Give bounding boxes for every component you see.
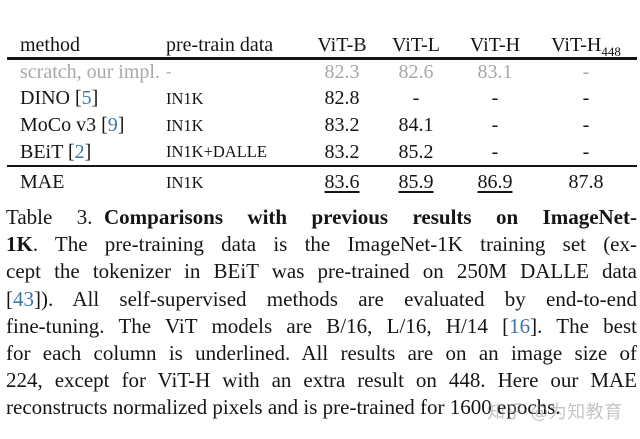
- method-label-suffix: ]: [91, 87, 99, 109]
- cell-vitl: 84.1: [398, 114, 434, 136]
- caption-title-bold: 1K: [6, 232, 33, 257]
- citation-link[interactable]: 9: [107, 114, 118, 136]
- table-row-moco: MoCo v3 [9] IN1K 83.2 84.1 - -: [7, 112, 637, 139]
- cell-pretrain: IN1K: [166, 172, 204, 192]
- method-label: BEiT [: [20, 140, 75, 163]
- table-row-beit: BEiT [2] IN1K+DALLE 83.2 85.2 - -: [7, 139, 637, 166]
- cell-vitl: 85.2: [398, 140, 434, 163]
- table-row-mae: MAE IN1K 83.6 85.9 86.9 87.8: [7, 166, 637, 198]
- caption-text: [: [6, 286, 13, 311]
- col-header-vith448: ViT-H448: [535, 24, 637, 58]
- cell-vith: 86.9: [455, 166, 535, 198]
- caption-title-bold: Comparisons with previous results on Ima…: [104, 205, 637, 229]
- best-result-underlined: 85.9: [398, 171, 434, 193]
- method-label-suffix: ]: [84, 140, 92, 163]
- col-header-pretrain: pre-train data: [166, 33, 274, 56]
- caption-text: ]). All self-supervised methods are eval…: [34, 286, 637, 311]
- caption-line: [43]). All self-supervised methods are e…: [6, 286, 637, 313]
- cell-method: MoCo v3 [9]: [7, 112, 165, 139]
- caption-text: for each column is underlined. All resul…: [6, 341, 637, 366]
- cell-pretrain: -: [166, 62, 172, 82]
- col-header-vith: ViT-H: [469, 33, 521, 56]
- citation-link[interactable]: 43: [13, 286, 34, 311]
- cell-vith: -: [491, 140, 499, 163]
- cell-pretrain: IN1K+DALLE: [166, 142, 267, 161]
- caption-text: fine-tuning. The ViT models are B/16, L/…: [6, 313, 510, 338]
- best-result-underlined: 83.6: [324, 171, 360, 193]
- table-row-dino: DINO [5] IN1K 82.8 - - -: [7, 85, 637, 112]
- cell-vitb: 83.2: [324, 140, 360, 163]
- method-label: DINO [: [20, 87, 82, 109]
- cell-pretrain: IN1K: [166, 88, 204, 108]
- citation-link[interactable]: 16: [509, 313, 531, 338]
- citation-link[interactable]: 2: [74, 140, 85, 163]
- cell-method: BEiT [2]: [7, 139, 165, 166]
- cell-pretrain: IN1K: [166, 115, 204, 135]
- cell-method: DINO [5]: [7, 85, 165, 112]
- results-table: method pre-train data ViT-B ViT-L ViT-H …: [7, 24, 637, 198]
- table-caption: Table 3. Comparisons with previous result…: [6, 204, 637, 422]
- col-header-method: method: [20, 33, 80, 56]
- caption-line: 1K. The pre-training data is the ImageNe…: [6, 231, 637, 258]
- table-row-scratch: scratch, our impl. - 82.3 82.6 83.1 -: [7, 58, 637, 85]
- caption-line: reconstructs normalized pixels and is pr…: [6, 394, 637, 421]
- citation-link[interactable]: 5: [81, 87, 92, 109]
- cell-vitb: 83.6: [307, 166, 377, 198]
- caption-line: 224, except for ViT-H with an extra resu…: [6, 367, 637, 394]
- cell-method: MAE: [20, 171, 65, 193]
- cell-vitl: -: [412, 87, 420, 109]
- cell-vitl: 85.9: [377, 166, 455, 198]
- caption-line: for each column is underlined. All resul…: [6, 340, 637, 367]
- caption-text: . The pre-training data is the ImageNet-…: [32, 232, 637, 257]
- vith448-subscript: 448: [601, 43, 621, 59]
- cell-vith: 83.1: [477, 60, 513, 83]
- caption-text: 224, except for ViT-H with an extra resu…: [6, 368, 637, 393]
- col-header-vitb: ViT-B: [317, 33, 367, 56]
- best-result-underlined: 86.9: [477, 171, 513, 193]
- cell-vitl: 82.6: [398, 60, 434, 83]
- cell-method: scratch, our impl.: [20, 60, 160, 83]
- caption-label: Table 3.: [6, 205, 93, 229]
- cell-vith448: -: [582, 60, 590, 83]
- cell-vith448: -: [582, 87, 590, 109]
- cell-vith448: -: [582, 114, 590, 136]
- caption-text: ]. The best: [530, 313, 637, 338]
- caption-line: Table 3. Comparisons with previous result…: [6, 204, 637, 231]
- caption-text: cept the tokenizer in BEiT was pre-train…: [6, 259, 637, 284]
- caption-line: cept the tokenizer in BEiT was pre-train…: [6, 258, 637, 285]
- method-label: MoCo v3 [: [20, 114, 108, 136]
- col-header-vitl: ViT-L: [391, 33, 441, 56]
- cell-vith: -: [491, 87, 499, 109]
- caption-line: fine-tuning. The ViT models are B/16, L/…: [6, 313, 637, 340]
- cell-vith: -: [491, 114, 499, 136]
- cell-vitb: 82.3: [324, 60, 360, 83]
- caption-text: reconstructs normalized pixels and is pr…: [6, 395, 561, 420]
- method-label-suffix: ]: [117, 114, 125, 136]
- cell-vith448: 87.8: [568, 171, 604, 193]
- cell-vitb: 83.2: [324, 114, 360, 136]
- vith448-label: ViT-H: [551, 33, 602, 56]
- table-header-row: method pre-train data ViT-B ViT-L ViT-H …: [7, 24, 637, 58]
- cell-vith448: -: [582, 140, 590, 163]
- cell-vitb: 82.8: [324, 87, 360, 109]
